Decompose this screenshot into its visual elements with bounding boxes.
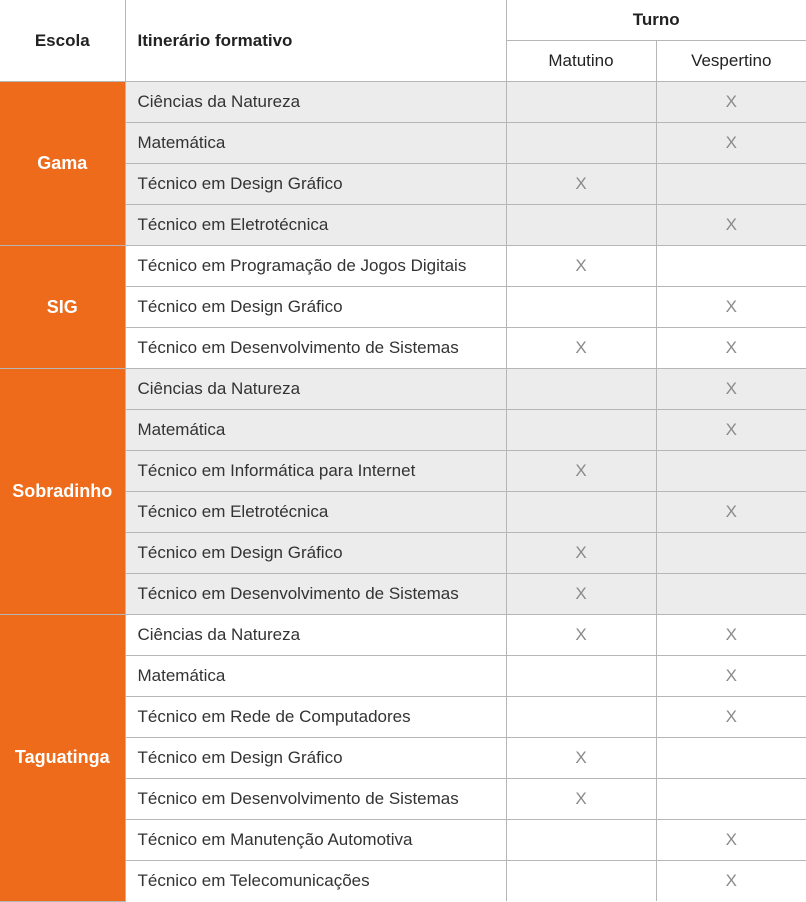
matutino-cell — [506, 697, 656, 738]
itinerary-cell: Técnico em Design Gráfico — [125, 287, 506, 328]
vespertino-cell: X — [656, 82, 806, 123]
itinerary-cell: Técnico em Design Gráfico — [125, 533, 506, 574]
school-cell: SIG — [0, 246, 125, 369]
vespertino-cell — [656, 164, 806, 205]
itinerary-cell: Matemática — [125, 410, 506, 451]
matutino-cell — [506, 205, 656, 246]
table-row: SobradinhoCiências da NaturezaX — [0, 369, 806, 410]
schools-table: Escola Itinerário formativo Turno Matuti… — [0, 0, 806, 902]
itinerary-cell: Técnico em Design Gráfico — [125, 738, 506, 779]
matutino-cell — [506, 656, 656, 697]
col-escola: Escola — [0, 0, 125, 82]
matutino-cell: X — [506, 574, 656, 615]
col-turno: Turno — [506, 0, 806, 41]
table-header: Escola Itinerário formativo Turno Matuti… — [0, 0, 806, 82]
matutino-cell: X — [506, 533, 656, 574]
matutino-cell — [506, 492, 656, 533]
school-cell: Gama — [0, 82, 125, 246]
itinerary-cell: Técnico em Eletrotécnica — [125, 492, 506, 533]
vespertino-cell: X — [656, 697, 806, 738]
matutino-cell — [506, 123, 656, 164]
vespertino-cell — [656, 533, 806, 574]
matutino-cell — [506, 82, 656, 123]
vespertino-cell — [656, 246, 806, 287]
matutino-cell: X — [506, 328, 656, 369]
itinerary-cell: Matemática — [125, 123, 506, 164]
matutino-cell: X — [506, 738, 656, 779]
schools-table-wrapper: Escola Itinerário formativo Turno Matuti… — [0, 0, 806, 902]
vespertino-cell: X — [656, 410, 806, 451]
itinerary-cell: Técnico em Rede de Computadores — [125, 697, 506, 738]
matutino-cell: X — [506, 246, 656, 287]
vespertino-cell: X — [656, 861, 806, 902]
itinerary-cell: Técnico em Eletrotécnica — [125, 205, 506, 246]
itinerary-cell: Técnico em Desenvolvimento de Sistemas — [125, 328, 506, 369]
matutino-cell — [506, 369, 656, 410]
matutino-cell: X — [506, 615, 656, 656]
itinerary-cell: Técnico em Manutenção Automotiva — [125, 820, 506, 861]
itinerary-cell: Ciências da Natureza — [125, 369, 506, 410]
vespertino-cell — [656, 451, 806, 492]
vespertino-cell — [656, 738, 806, 779]
school-cell: Taguatinga — [0, 615, 125, 902]
vespertino-cell: X — [656, 615, 806, 656]
table-row: GamaCiências da NaturezaX — [0, 82, 806, 123]
itinerary-cell: Técnico em Desenvolvimento de Sistemas — [125, 574, 506, 615]
vespertino-cell: X — [656, 820, 806, 861]
vespertino-cell: X — [656, 287, 806, 328]
itinerary-cell: Ciências da Natureza — [125, 82, 506, 123]
itinerary-cell: Técnico em Desenvolvimento de Sistemas — [125, 779, 506, 820]
matutino-cell: X — [506, 451, 656, 492]
vespertino-cell: X — [656, 123, 806, 164]
table-row: TaguatingaCiências da NaturezaXX — [0, 615, 806, 656]
school-cell: Sobradinho — [0, 369, 125, 615]
itinerary-cell: Matemática — [125, 656, 506, 697]
table-body: GamaCiências da NaturezaXMatemáticaXTécn… — [0, 82, 806, 902]
itinerary-cell: Ciências da Natureza — [125, 615, 506, 656]
itinerary-cell: Técnico em Telecomunicações — [125, 861, 506, 902]
vespertino-cell: X — [656, 369, 806, 410]
col-itinerario: Itinerário formativo — [125, 0, 506, 82]
table-row: SIGTécnico em Programação de Jogos Digit… — [0, 246, 806, 287]
matutino-cell: X — [506, 779, 656, 820]
matutino-cell — [506, 861, 656, 902]
vespertino-cell: X — [656, 492, 806, 533]
vespertino-cell: X — [656, 205, 806, 246]
col-vespertino: Vespertino — [656, 41, 806, 82]
vespertino-cell — [656, 574, 806, 615]
matutino-cell: X — [506, 164, 656, 205]
vespertino-cell — [656, 779, 806, 820]
col-matutino: Matutino — [506, 41, 656, 82]
itinerary-cell: Técnico em Informática para Internet — [125, 451, 506, 492]
vespertino-cell: X — [656, 328, 806, 369]
matutino-cell — [506, 410, 656, 451]
matutino-cell — [506, 820, 656, 861]
vespertino-cell: X — [656, 656, 806, 697]
itinerary-cell: Técnico em Programação de Jogos Digitais — [125, 246, 506, 287]
matutino-cell — [506, 287, 656, 328]
itinerary-cell: Técnico em Design Gráfico — [125, 164, 506, 205]
